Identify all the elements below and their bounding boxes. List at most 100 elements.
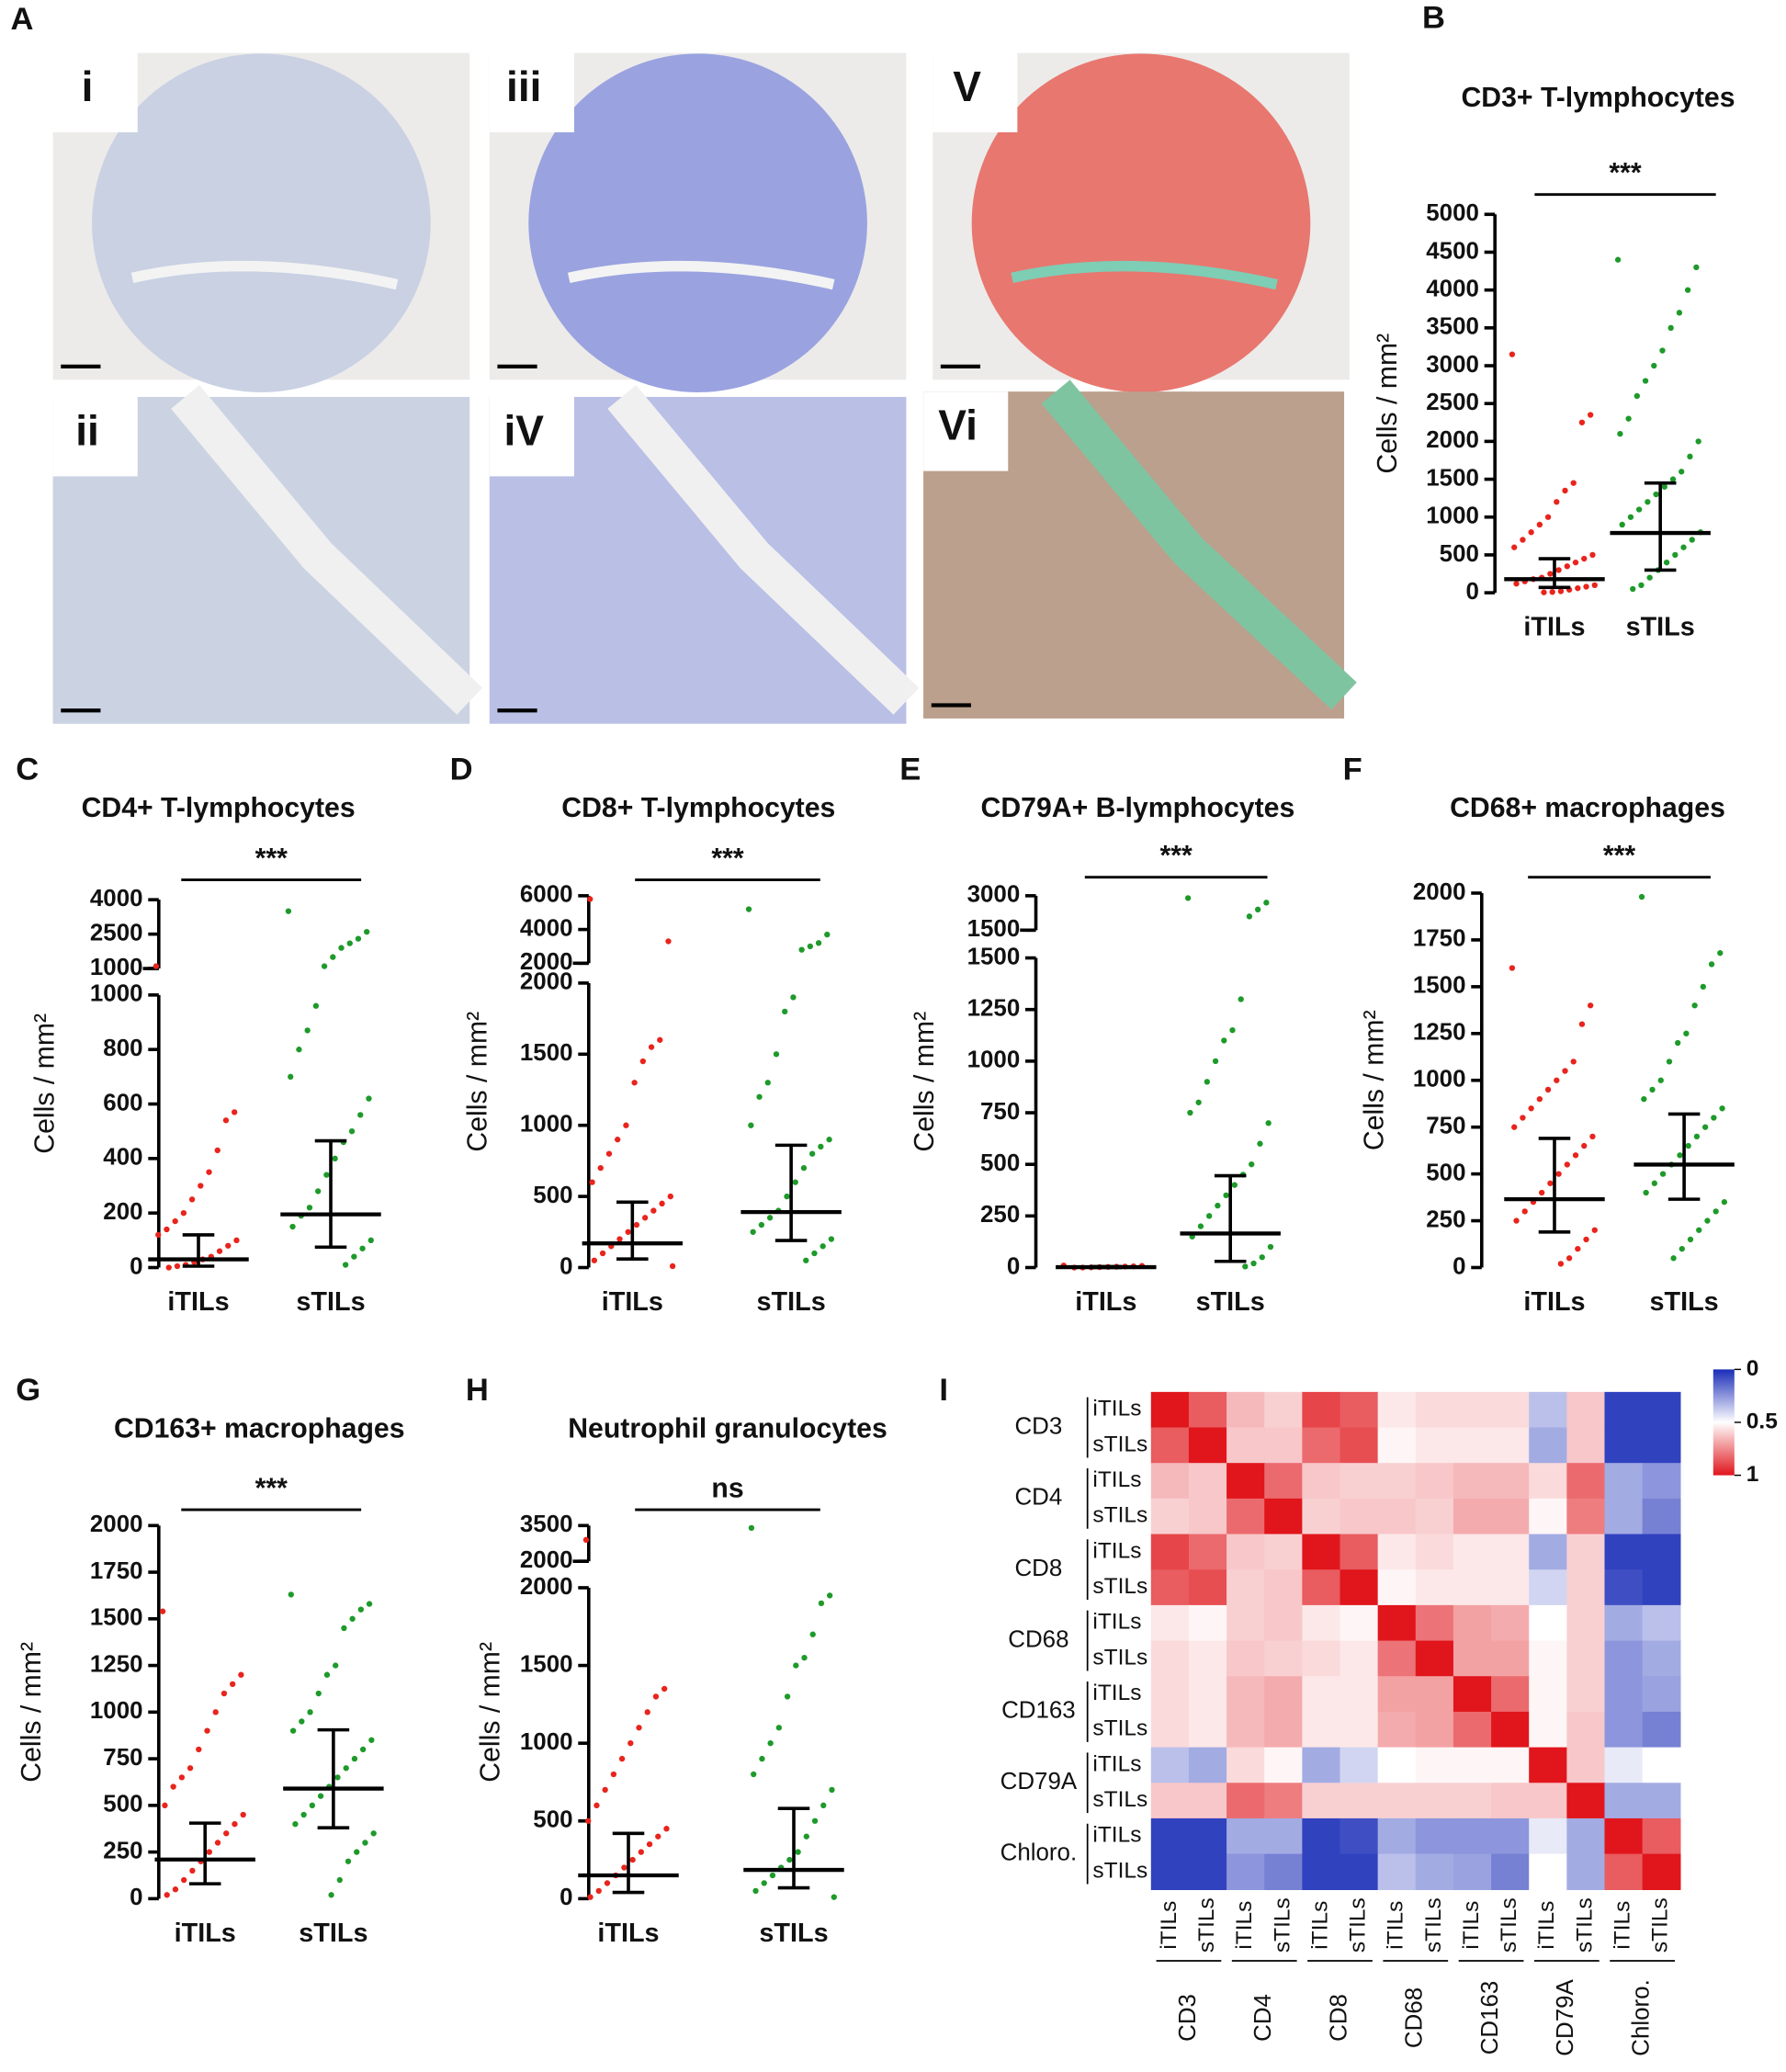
data-point <box>180 1210 187 1217</box>
y-tick-label: 2000 <box>1413 879 1466 905</box>
y-tick-label: 6000 <box>520 882 573 908</box>
y-tick-label: 800 <box>103 1036 142 1061</box>
y-tick-label: 2000 <box>520 1574 573 1600</box>
y-tick-label: 2000 <box>1426 427 1479 453</box>
data-point <box>289 1223 296 1230</box>
data-point <box>599 1250 606 1257</box>
data-point <box>1195 1099 1202 1105</box>
data-point <box>198 1183 204 1189</box>
heatmap-cell <box>1188 1747 1227 1783</box>
heatmap-cell <box>1453 1498 1492 1535</box>
data-point <box>1509 351 1516 357</box>
data-point <box>1641 1095 1647 1103</box>
data-point <box>300 1811 307 1818</box>
x-tick-label: iTILs <box>1523 1287 1585 1317</box>
data-point <box>618 1755 626 1762</box>
data-point <box>223 1830 230 1837</box>
heatmap-cell <box>1377 1640 1417 1677</box>
data-point <box>795 1849 801 1855</box>
heatmap-cell <box>1491 1853 1530 1891</box>
heatmap-cell <box>1226 1817 1265 1855</box>
heatmap-cell <box>1264 1498 1304 1535</box>
data-point <box>1184 895 1192 901</box>
data-point <box>321 963 328 969</box>
panel-letter: E <box>899 753 921 787</box>
heatmap-cell <box>1377 1604 1417 1642</box>
heatmap-cell <box>1264 1604 1304 1642</box>
data-point <box>1575 1245 1581 1252</box>
y-tick-label: 750 <box>103 1745 142 1771</box>
heatmap-cell <box>1264 1676 1304 1713</box>
y-tick-label: 3500 <box>1426 314 1479 340</box>
heatmap-cell <box>1150 1604 1190 1642</box>
heatmap-cell <box>1642 1604 1681 1642</box>
y-tick-label: 0 <box>130 1253 142 1279</box>
heatmap-cell <box>1264 1640 1304 1677</box>
data-point <box>1215 1202 1221 1209</box>
data-point <box>604 1880 611 1886</box>
data-point <box>790 994 797 1001</box>
y-tick-label: 1000 <box>967 1047 1021 1073</box>
data-point <box>232 1820 238 1828</box>
data-point <box>1547 571 1554 577</box>
data-point <box>1614 256 1622 263</box>
heatmap-cell <box>1188 1498 1227 1535</box>
data-point <box>1520 537 1526 543</box>
data-point <box>1701 1124 1709 1130</box>
col-group-label: CD79A <box>1553 1978 1578 2055</box>
data-point <box>1619 521 1625 528</box>
x-tick-label: sTILs <box>759 1919 828 1948</box>
y-tick-label: 0 <box>560 1885 572 1910</box>
heatmap-cell <box>1529 1853 1568 1891</box>
data-point <box>625 1228 631 1235</box>
data-point <box>351 1253 357 1260</box>
heatmap-cell <box>1264 1853 1304 1891</box>
data-point <box>341 1625 347 1632</box>
data-point <box>748 1524 755 1532</box>
data-point <box>667 1193 673 1200</box>
heatmap-cell <box>1150 1676 1190 1713</box>
data-point <box>1663 559 1670 566</box>
data-point <box>299 1718 305 1725</box>
data-point <box>1642 378 1649 384</box>
heatmap-cell <box>1415 1640 1454 1677</box>
data-point <box>587 896 593 902</box>
colorbar-label: 1 <box>1746 1462 1759 1487</box>
heatmap-cell <box>1188 1817 1227 1855</box>
data-point <box>669 1262 676 1270</box>
heatmap-cell <box>1566 1569 1606 1606</box>
heatmap-cell <box>1642 1569 1681 1606</box>
data-point <box>827 1592 833 1599</box>
data-point <box>652 1693 660 1700</box>
heatmap-cell <box>1491 1783 1530 1819</box>
data-point <box>1589 551 1596 559</box>
heatmap-cell <box>1642 1640 1681 1677</box>
data-point <box>1708 961 1715 968</box>
row-group-label: CD3 <box>1014 1413 1062 1439</box>
data-point <box>1581 1142 1588 1149</box>
heatmap-cell <box>1415 1463 1454 1500</box>
x-tick-label: sTILs <box>299 1919 367 1948</box>
data-point <box>803 1833 809 1840</box>
data-point <box>1591 582 1598 589</box>
data-point <box>1572 1152 1579 1159</box>
data-point <box>309 1802 316 1809</box>
data-point <box>222 1117 230 1124</box>
heatmap-cell <box>1226 1569 1265 1606</box>
data-point <box>646 1840 653 1848</box>
heatmap-cell <box>1604 1534 1644 1570</box>
row-group-label: CD79A <box>1000 1769 1078 1795</box>
data-point <box>1670 1255 1677 1262</box>
y-tick-label: 1500 <box>967 944 1021 969</box>
col-group-label: CD68 <box>1402 1987 1428 2048</box>
heatmap-cell <box>1377 1783 1417 1819</box>
data-point <box>187 1765 194 1772</box>
data-point <box>1667 324 1674 331</box>
data-point <box>1643 1189 1649 1196</box>
y-tick-label: 1000 <box>1413 1067 1466 1093</box>
significance-label: ns <box>711 1473 743 1503</box>
y-tick-label: 1000 <box>90 1698 143 1724</box>
data-point <box>1554 1077 1560 1083</box>
y-tick-label: 1500 <box>520 1651 573 1677</box>
row-sub-label: sTILs <box>1092 1503 1147 1528</box>
